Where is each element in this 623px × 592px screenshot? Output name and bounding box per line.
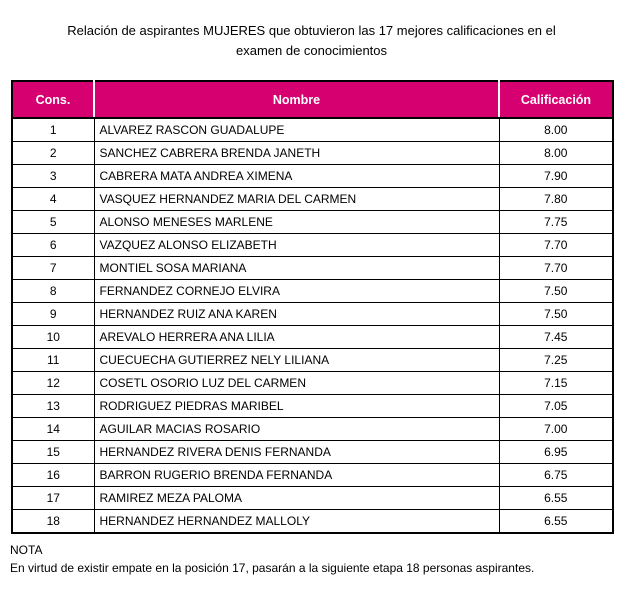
nombre-cell: FERNANDEZ CORNEJO ELVIRA: [93, 279, 500, 304]
cons-cell: 9: [11, 302, 95, 327]
cons-cell: 3: [11, 164, 95, 189]
calificacion-cell: 7.25: [498, 348, 614, 373]
nombre-cell: HERNANDEZ HERNANDEZ MALLOLY: [93, 509, 500, 534]
cons-cell: 1: [11, 117, 95, 143]
nombre-cell: AGUILAR MACIAS ROSARIO: [93, 417, 500, 442]
note-text: En virtud de existir empate en la posici…: [10, 560, 535, 575]
cons-cell: 16: [11, 463, 95, 488]
table-row: 7 MONTIEL SOSA MARIANA 7.70: [11, 256, 614, 281]
table-row: 8 FERNANDEZ CORNEJO ELVIRA 7.50: [11, 279, 614, 304]
table-row: 2 SANCHEZ CABRERA BRENDA JANETH 8.00: [11, 141, 614, 166]
table-row: 16 BARRON RUGERIO BRENDA FERNANDA 6.75: [11, 463, 614, 488]
calificacion-cell: 7.70: [498, 256, 614, 281]
nombre-cell: VAZQUEZ ALONSO ELIZABETH: [93, 233, 500, 258]
nombre-cell: MONTIEL SOSA MARIANA: [93, 256, 500, 281]
calificacion-cell: 7.50: [498, 302, 614, 327]
table-row: 13 RODRIGUEZ PIEDRAS MARIBEL 7.05: [11, 394, 614, 419]
column-header-nombre: Nombre: [93, 81, 499, 120]
cons-cell: 6: [11, 233, 95, 258]
table-row: 3 CABRERA MATA ANDREA XIMENA 7.90: [11, 164, 614, 189]
nombre-cell: RODRIGUEZ PIEDRAS MARIBEL: [93, 394, 500, 419]
calificacion-cell: 7.70: [498, 233, 614, 258]
column-header-calificacion: Calificación: [498, 81, 613, 120]
table-header: Cons. Nombre Calificación: [12, 81, 613, 120]
cons-cell: 4: [11, 187, 95, 212]
note-label: NOTA: [10, 543, 43, 558]
table-row: 6 VAZQUEZ ALONSO ELIZABETH 7.70: [11, 233, 614, 258]
calificacion-cell: 7.75: [498, 210, 614, 235]
nombre-cell: HERNANDEZ RIVERA DENIS FERNANDA: [93, 440, 500, 465]
nombre-cell: CUECUECHA GUTIERREZ NELY LILIANA: [93, 348, 500, 373]
table-row: 11 CUECUECHA GUTIERREZ NELY LILIANA 7.25: [11, 348, 614, 373]
nombre-cell: CABRERA MATA ANDREA XIMENA: [93, 164, 500, 189]
cons-cell: 2: [11, 141, 95, 166]
table-row: 18 HERNANDEZ HERNANDEZ MALLOLY 6.55: [11, 509, 614, 534]
nombre-cell: VASQUEZ HERNANDEZ MARIA DEL CARMEN: [93, 187, 500, 212]
nombre-cell: COSETL OSORIO LUZ DEL CARMEN: [93, 371, 500, 396]
table-row: 10 AREVALO HERRERA ANA LILIA 7.45: [11, 325, 614, 350]
cons-cell: 8: [11, 279, 95, 304]
calificacion-cell: 7.05: [498, 394, 614, 419]
table-row: 9 HERNANDEZ RUIZ ANA KAREN 7.50: [11, 302, 614, 327]
table-row: 17 RAMIREZ MEZA PALOMA 6.55: [11, 486, 614, 511]
cons-cell: 11: [11, 348, 95, 373]
calificacion-cell: 8.00: [498, 141, 614, 166]
calificacion-cell: 7.15: [498, 371, 614, 396]
column-header-cons: Cons.: [12, 81, 94, 120]
cons-cell: 12: [11, 371, 95, 396]
header-row: Cons. Nombre Calificación: [12, 81, 613, 120]
cons-cell: 5: [11, 210, 95, 235]
nombre-cell: BARRON RUGERIO BRENDA FERNANDA: [93, 463, 500, 488]
calificacion-cell: 6.55: [498, 486, 614, 511]
nombre-cell: AREVALO HERRERA ANA LILIA: [93, 325, 500, 350]
nombre-cell: HERNANDEZ RUIZ ANA KAREN: [93, 302, 500, 327]
table-row: 4 VASQUEZ HERNANDEZ MARIA DEL CARMEN 7.80: [11, 187, 614, 212]
cons-cell: 14: [11, 417, 95, 442]
calificacion-cell: 8.00: [498, 117, 614, 143]
table-row: 5 ALONSO MENESES MARLENE 7.75: [11, 210, 614, 235]
table-row: 12 COSETL OSORIO LUZ DEL CARMEN 7.15: [11, 371, 614, 396]
calificacion-cell: 7.00: [498, 417, 614, 442]
nombre-cell: ALONSO MENESES MARLENE: [93, 210, 500, 235]
table-row: 14 AGUILAR MACIAS ROSARIO 7.00: [11, 417, 614, 442]
page-title: Relación de aspirantes MUJERES que obtuv…: [67, 23, 556, 59]
cons-cell: 10: [11, 325, 95, 350]
calificacion-cell: 7.50: [498, 279, 614, 304]
calificacion-cell: 6.55: [498, 509, 614, 534]
nombre-cell: SANCHEZ CABRERA BRENDA JANETH: [93, 141, 500, 166]
cons-cell: 17: [11, 486, 95, 511]
cons-cell: 13: [11, 394, 95, 419]
calificacion-cell: 7.45: [498, 325, 614, 350]
calificacion-cell: 6.75: [498, 463, 614, 488]
calificacion-cell: 6.95: [498, 440, 614, 465]
table-row: 15 HERNANDEZ RIVERA DENIS FERNANDA 6.95: [11, 440, 614, 465]
results-table: Cons. Nombre Calificación 1 ALVAREZ RASCO…: [11, 80, 614, 535]
nombre-cell: RAMIREZ MEZA PALOMA: [93, 486, 500, 511]
table-body: 1 ALVAREZ RASCON GUADALUPE 8.00 2 SANCHEZ CA…: [11, 117, 614, 534]
table-row: 1 ALVAREZ RASCON GUADALUPE 8.00: [11, 117, 614, 143]
calificacion-cell: 7.80: [498, 187, 614, 212]
nombre-cell: ALVAREZ RASCON GUADALUPE: [93, 117, 500, 143]
cons-cell: 18: [11, 509, 95, 534]
cons-cell: 15: [11, 440, 95, 465]
cons-cell: 7: [11, 256, 95, 281]
calificacion-cell: 7.90: [498, 164, 614, 189]
